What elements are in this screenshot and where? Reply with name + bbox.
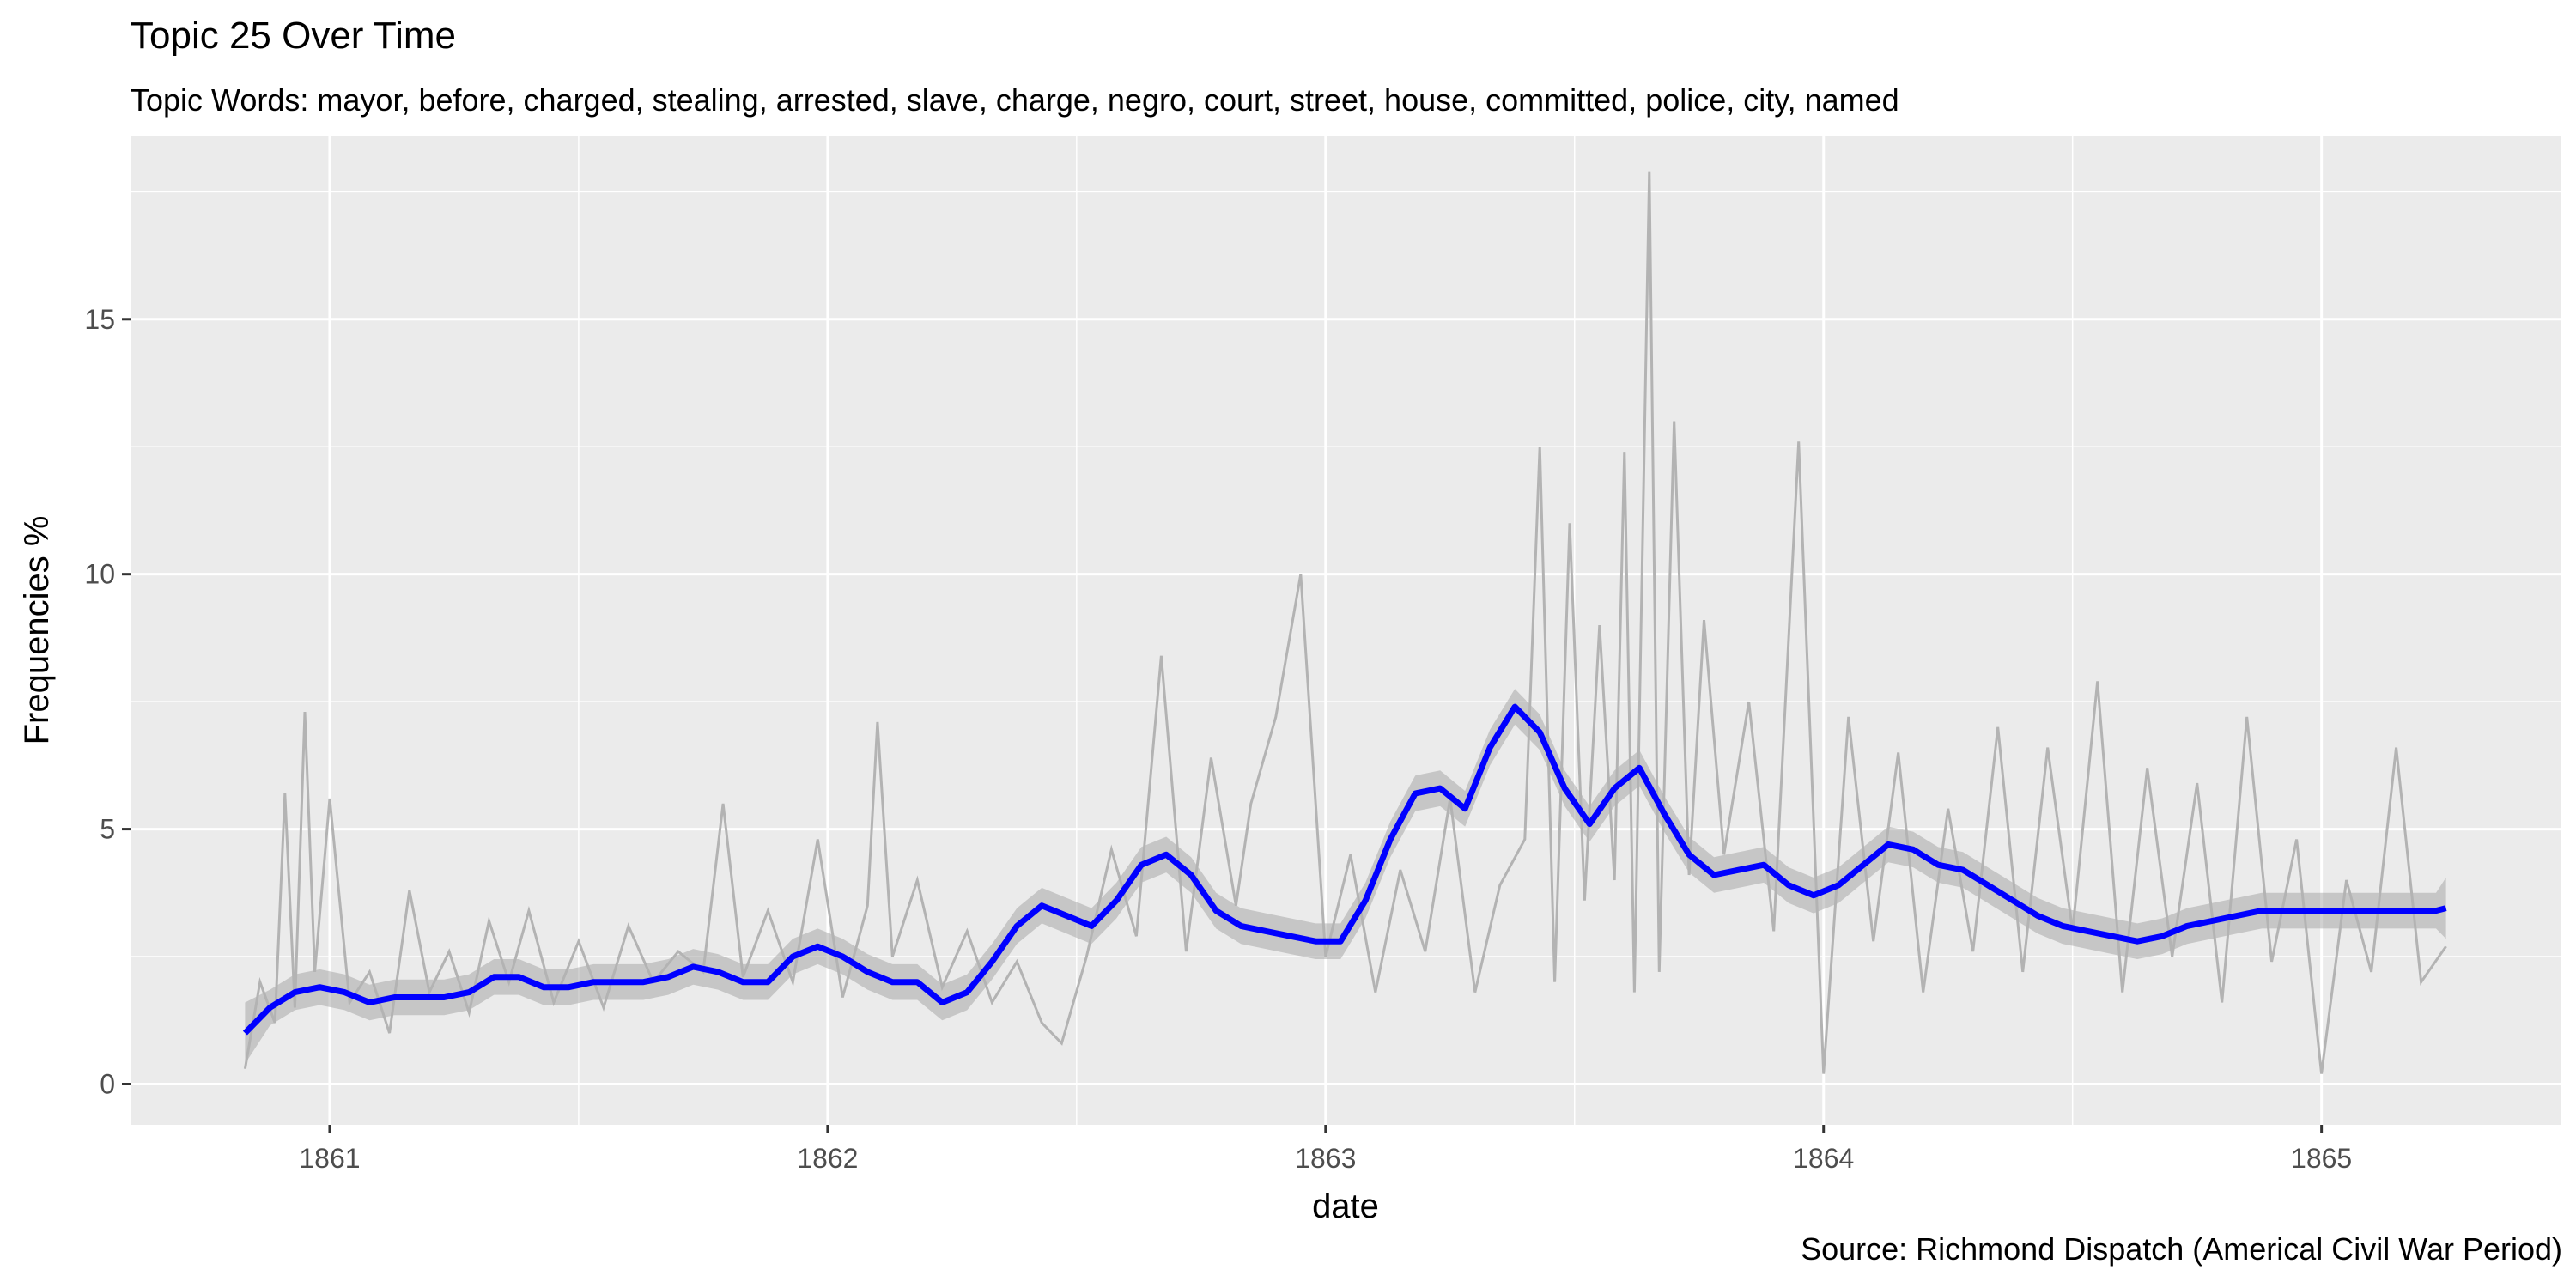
y-tick-label: 15 bbox=[84, 304, 115, 335]
plot-panel bbox=[131, 136, 2561, 1125]
chart-caption: Source: Richmond Dispatch (Americal Civi… bbox=[1801, 1231, 2562, 1267]
x-tick-label: 1863 bbox=[1295, 1143, 1356, 1174]
x-tick-label: 1862 bbox=[797, 1143, 858, 1174]
raw-frequency-line bbox=[243, 171, 2447, 1074]
x-axis: 1861 1862 1863 1864 1865 bbox=[299, 1125, 2352, 1174]
y-tick-label: 5 bbox=[100, 814, 115, 845]
chart-subtitle: Topic Words: mayor, before, charged, ste… bbox=[131, 82, 1899, 118]
smoothed-trend-line bbox=[242, 703, 2447, 1036]
x-axis-label: date bbox=[1312, 1188, 1379, 1225]
x-tick-label: 1864 bbox=[1793, 1143, 1854, 1174]
x-tick-label: 1865 bbox=[2291, 1143, 2352, 1174]
grid-minor bbox=[131, 136, 2561, 1125]
y-tick-label: 10 bbox=[84, 559, 115, 590]
y-axis: 0 5 10 15 bbox=[84, 304, 131, 1099]
y-tick-label: 0 bbox=[100, 1068, 115, 1099]
chart-title: Topic 25 Over Time bbox=[131, 15, 457, 57]
y-axis-label: Frequencies % bbox=[18, 516, 56, 745]
x-tick-label: 1861 bbox=[299, 1143, 360, 1174]
